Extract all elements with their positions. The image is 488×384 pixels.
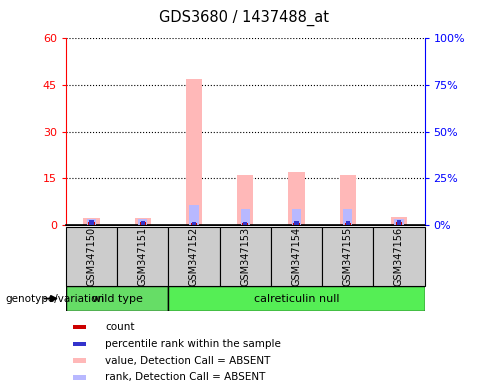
Bar [288, 172, 305, 225]
Bar [242, 223, 248, 225]
Bar [241, 209, 250, 225]
Bar [191, 223, 197, 225]
Bar [66, 286, 168, 311]
Bar [343, 209, 352, 225]
Bar [189, 205, 199, 225]
Bar [88, 222, 95, 225]
Bar [243, 222, 247, 225]
Bar [293, 223, 300, 225]
Text: GSM347153: GSM347153 [240, 227, 250, 286]
Bar [89, 220, 94, 225]
Text: percentile rank within the sample: percentile rank within the sample [105, 339, 281, 349]
Text: genotype/variation: genotype/variation [5, 293, 104, 304]
Text: calreticulin null: calreticulin null [254, 293, 339, 304]
Bar [168, 227, 220, 286]
Bar [83, 218, 100, 225]
Bar [73, 325, 86, 329]
Bar [396, 222, 402, 225]
Bar [220, 227, 271, 286]
Bar [168, 286, 425, 311]
Bar [397, 220, 401, 225]
Bar [87, 219, 96, 225]
Bar [73, 359, 86, 363]
Bar [394, 219, 404, 225]
Text: GSM347152: GSM347152 [189, 227, 199, 286]
Bar [373, 227, 425, 286]
Text: GSM347154: GSM347154 [291, 227, 302, 286]
Text: GDS3680 / 1437488_at: GDS3680 / 1437488_at [159, 10, 329, 26]
Bar [192, 222, 196, 225]
Bar [66, 227, 117, 286]
Bar [135, 218, 151, 225]
Bar [292, 209, 301, 225]
Bar [73, 342, 86, 346]
Text: wild type: wild type [92, 293, 142, 304]
Bar [141, 221, 145, 225]
Bar [237, 175, 253, 225]
Text: GSM347151: GSM347151 [138, 227, 148, 286]
Bar [346, 221, 350, 225]
Text: count: count [105, 322, 135, 332]
Text: value, Detection Call = ABSENT: value, Detection Call = ABSENT [105, 356, 271, 366]
Bar [186, 79, 202, 225]
Bar [294, 221, 299, 225]
Text: GSM347150: GSM347150 [86, 227, 97, 286]
Bar [117, 227, 168, 286]
Bar [345, 223, 351, 225]
Bar [322, 227, 373, 286]
Bar [340, 175, 356, 225]
Bar [138, 219, 147, 225]
Bar [271, 227, 322, 286]
Bar [140, 222, 146, 225]
Bar [391, 217, 407, 225]
Bar [73, 375, 86, 380]
Text: rank, Detection Call = ABSENT: rank, Detection Call = ABSENT [105, 372, 265, 382]
Text: GSM347156: GSM347156 [394, 227, 404, 286]
Text: GSM347155: GSM347155 [343, 227, 353, 286]
